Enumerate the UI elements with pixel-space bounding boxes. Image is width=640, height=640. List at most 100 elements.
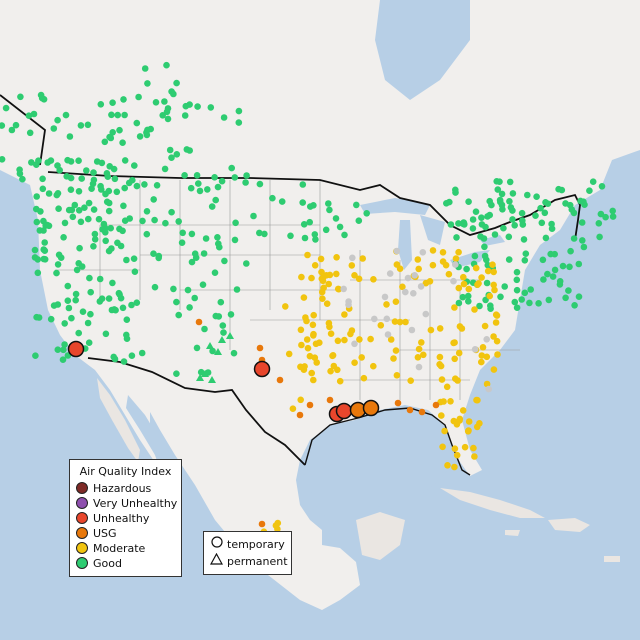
site-dot-good bbox=[481, 252, 489, 260]
site-dot-moderate bbox=[298, 273, 305, 281]
site-dot-moderate bbox=[478, 274, 485, 281]
site-dot-good bbox=[39, 175, 46, 183]
site-dot-good bbox=[542, 234, 550, 242]
site-dot-good bbox=[186, 101, 193, 108]
site-dot-moderate bbox=[439, 249, 447, 256]
site-dot-good bbox=[163, 108, 171, 116]
site-dot-good bbox=[28, 159, 35, 166]
site-dot-moderate bbox=[311, 262, 319, 269]
site-dot-good bbox=[207, 104, 215, 111]
site-dot-good bbox=[26, 129, 34, 137]
site-dot-good bbox=[567, 247, 574, 255]
site-dot-good bbox=[144, 80, 151, 87]
site-dot-good bbox=[61, 341, 68, 348]
us-mexico-border bbox=[87, 357, 306, 466]
site-dot-good bbox=[196, 187, 204, 195]
site-dot-moderate bbox=[303, 317, 310, 325]
site-dot-good bbox=[106, 133, 113, 141]
site-dot-good bbox=[455, 220, 462, 227]
site-dot-moderate bbox=[351, 272, 358, 279]
site-dot-moderate bbox=[303, 336, 311, 343]
site-dot-good bbox=[44, 159, 51, 166]
site-dot-moderate bbox=[308, 369, 316, 377]
site-dot-nodata bbox=[393, 247, 401, 255]
legend-temporary: temporary bbox=[210, 536, 285, 552]
site-dot-good bbox=[170, 285, 177, 293]
site-dot-moderate bbox=[356, 336, 363, 343]
site-dot-moderate bbox=[414, 354, 422, 361]
site-dot-good bbox=[111, 175, 119, 183]
site-dot-good bbox=[499, 206, 506, 213]
site-dot-moderate bbox=[329, 352, 337, 359]
site-dot-moderate bbox=[461, 443, 469, 451]
site-dot-good bbox=[453, 234, 460, 241]
site-dot-good bbox=[166, 146, 174, 154]
site-dot-good bbox=[233, 286, 241, 293]
site-dot-good bbox=[91, 230, 99, 238]
site-dot-usg bbox=[418, 408, 426, 416]
site-dot-good bbox=[363, 210, 371, 217]
site-dot-good bbox=[131, 162, 138, 169]
site-dot-moderate bbox=[490, 268, 498, 276]
site-dot-good bbox=[472, 208, 480, 215]
site-dot-good bbox=[566, 263, 573, 271]
site-dot-good bbox=[505, 256, 513, 263]
site-dot-good bbox=[115, 289, 123, 297]
site-dot-moderate bbox=[393, 261, 401, 268]
site-dot-moderate bbox=[358, 354, 366, 361]
site-dot-good bbox=[73, 266, 81, 274]
site-dot-good bbox=[71, 201, 79, 209]
site-dot-good bbox=[578, 219, 586, 226]
site-dot-moderate bbox=[414, 256, 422, 263]
site-dot-moderate bbox=[387, 336, 395, 343]
site-dot-good bbox=[571, 302, 578, 309]
site-dot-good bbox=[540, 276, 547, 283]
site-dot-moderate bbox=[370, 362, 377, 370]
site-dot-moderate bbox=[460, 280, 468, 288]
site-dot-good bbox=[150, 196, 157, 203]
site-dot-nodata bbox=[411, 272, 419, 279]
site-dot-good bbox=[131, 268, 139, 276]
site-dot-good bbox=[40, 255, 48, 263]
site-dot-good bbox=[511, 298, 519, 306]
site-dot-good bbox=[191, 250, 199, 257]
site-dot-good bbox=[37, 208, 44, 215]
site-dot-good bbox=[586, 187, 593, 194]
site-dot-good bbox=[121, 184, 128, 192]
site-dot-good bbox=[228, 164, 235, 172]
site-dot-good bbox=[256, 180, 264, 188]
site-dot-moderate bbox=[289, 405, 297, 413]
site-dot-good bbox=[120, 202, 127, 210]
site-dot-good bbox=[66, 133, 74, 140]
permanent-site-triangle bbox=[226, 332, 234, 339]
site-dot-good bbox=[121, 111, 128, 119]
site-dot-moderate bbox=[472, 264, 480, 272]
site-dot-usg bbox=[256, 344, 264, 352]
site-dot-moderate bbox=[355, 275, 363, 283]
site-dot-good bbox=[173, 298, 180, 306]
site-dot-moderate bbox=[383, 301, 390, 308]
site-dot-good bbox=[575, 293, 583, 301]
site-dot-good bbox=[90, 169, 97, 176]
site-dot-nodata bbox=[408, 326, 416, 334]
site-dot-good bbox=[211, 174, 218, 181]
site-dot-good bbox=[114, 111, 121, 119]
site-dot-good bbox=[186, 304, 193, 311]
site-dot-moderate bbox=[451, 304, 458, 311]
site-dot-good bbox=[111, 306, 118, 313]
site-dot-good bbox=[121, 157, 129, 164]
site-dot-nodata bbox=[404, 274, 412, 282]
site-dot-good bbox=[116, 126, 123, 134]
site-dot-good bbox=[78, 175, 85, 182]
site-dot-good bbox=[90, 206, 98, 213]
site-dot-good bbox=[54, 116, 61, 124]
site-dot-good bbox=[307, 203, 314, 210]
site-dot-moderate bbox=[451, 445, 459, 453]
site-dot-good bbox=[44, 221, 51, 229]
site-dot-moderate bbox=[420, 351, 427, 359]
site-dot-moderate bbox=[333, 253, 340, 261]
site-dot-moderate bbox=[391, 318, 399, 325]
site-dot-moderate bbox=[393, 372, 401, 379]
site-dot-good bbox=[596, 233, 603, 241]
site-dot-good bbox=[220, 329, 227, 336]
